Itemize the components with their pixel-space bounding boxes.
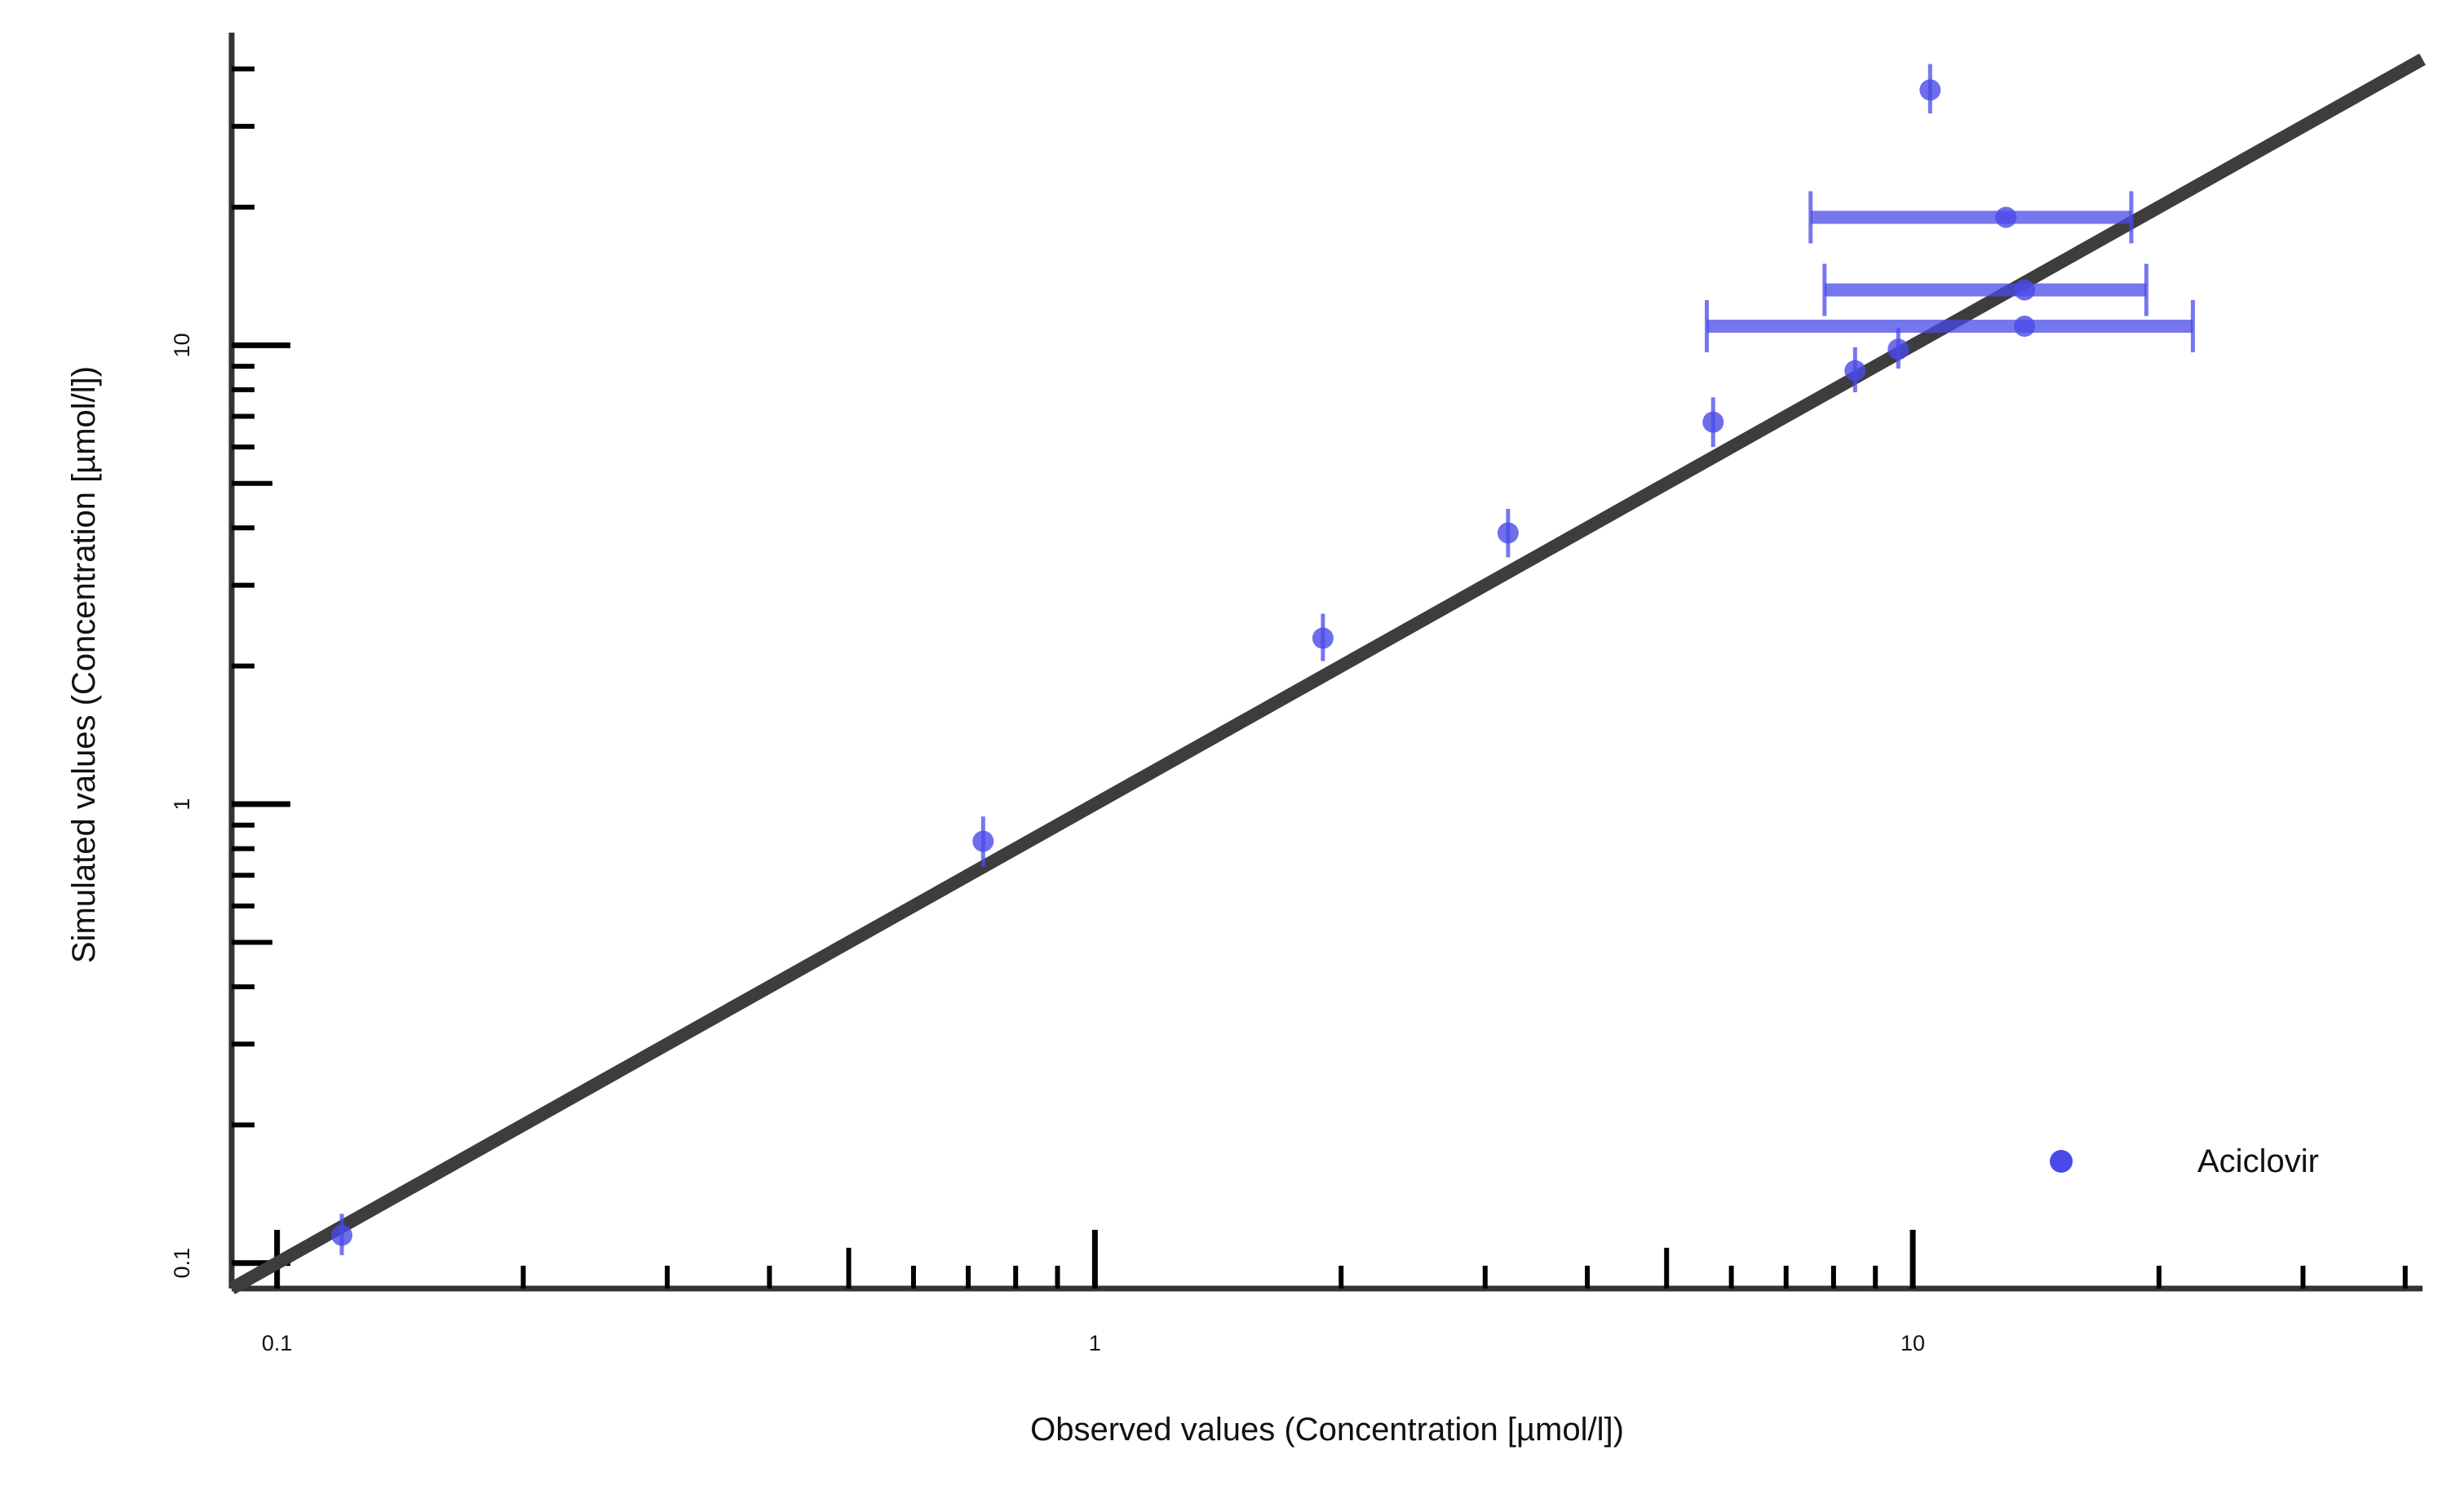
axes — [228, 33, 2423, 1292]
ticks — [232, 66, 2408, 1289]
x-tick-label: 1 — [1089, 1331, 1101, 1355]
data-point — [1702, 411, 1724, 433]
data-point — [331, 1224, 353, 1246]
legend-label: Aciclovir — [2197, 1143, 2319, 1179]
y-tick-label: 1 — [170, 798, 194, 811]
data-point — [1497, 522, 1519, 544]
tick-labels: 0.1 1 10 0.1 1 10 — [170, 333, 1925, 1355]
legend-marker — [2050, 1150, 2073, 1173]
x-tick-label: 0.1 — [262, 1331, 293, 1355]
identity-line — [228, 53, 2426, 1294]
data-point — [1919, 79, 1941, 101]
data-point — [2014, 316, 2036, 338]
data-point — [2014, 279, 2036, 301]
y-tick-label: 0.1 — [170, 1248, 194, 1279]
data-point — [1844, 360, 1866, 382]
y-axis-title: Simulated values (Concentration [µmol/l]… — [66, 366, 102, 963]
x-tick-label: 10 — [1901, 1331, 1925, 1355]
x-axis-title: Observed values (Concentration [µmol/l]) — [1030, 1412, 1624, 1448]
data-point — [1312, 627, 1334, 649]
data-point — [972, 830, 994, 852]
y-tick-label: 10 — [170, 333, 194, 357]
data-point — [1887, 338, 1909, 360]
legend: Aciclovir — [2050, 1143, 2319, 1179]
data-points — [331, 79, 2036, 1246]
data-point — [1995, 206, 2017, 228]
